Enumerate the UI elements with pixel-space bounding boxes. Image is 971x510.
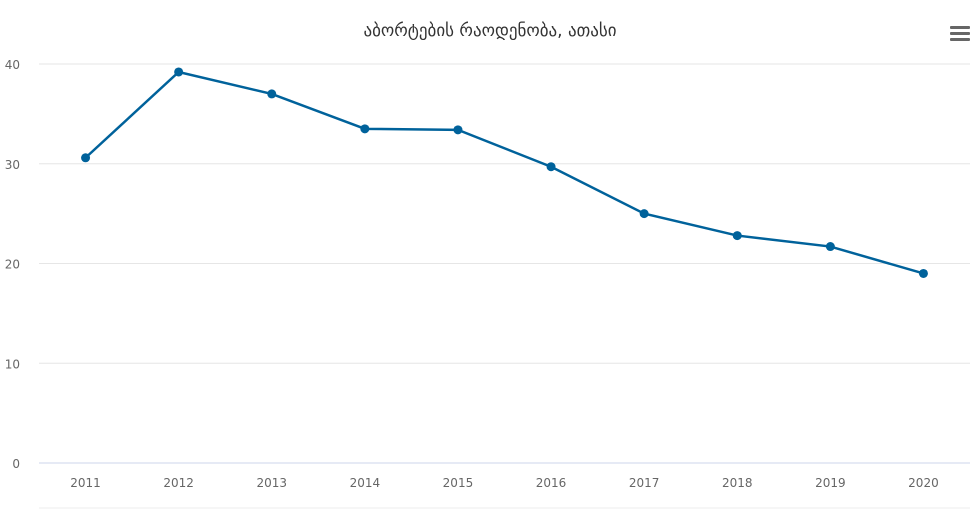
x-tick-label: 2012 (163, 476, 194, 490)
data-point (639, 209, 649, 219)
y-tick-label: 30 (5, 158, 20, 172)
x-tick-label: 2014 (350, 476, 381, 490)
y-tick-label: 40 (5, 58, 20, 72)
data-point (174, 67, 184, 77)
data-point (732, 231, 742, 241)
y-tick-label: 20 (5, 258, 20, 272)
data-point (267, 89, 277, 99)
data-point (546, 162, 556, 172)
data-point (360, 124, 370, 134)
data-point (453, 125, 463, 135)
data-point (918, 268, 928, 278)
hamburger-menu-icon[interactable] (950, 26, 970, 44)
data-point (81, 153, 91, 163)
series-line (84, 70, 924, 275)
x-tick-label: 2013 (256, 476, 287, 490)
data-point (825, 242, 835, 252)
y-tick-label: 0 (12, 457, 20, 471)
x-tick-label: 2015 (443, 476, 474, 490)
x-tick-label: 2016 (536, 476, 567, 490)
x-tick-label: 2019 (815, 476, 846, 490)
y-tick-label: 10 (5, 357, 20, 371)
chart-title: აბორტების რაოდენობა, ათასი (363, 21, 616, 41)
x-tick-label: 2020 (908, 476, 939, 490)
x-tick-label: 2017 (629, 476, 660, 490)
x-tick-label: 2018 (722, 476, 753, 490)
x-tick-label: 2011 (70, 476, 101, 490)
